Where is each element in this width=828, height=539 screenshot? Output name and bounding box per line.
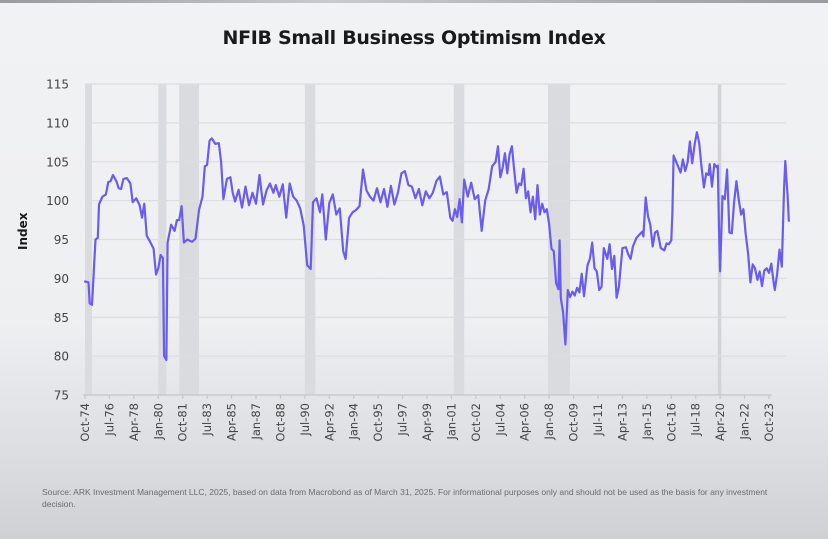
y-tick-label: 75 xyxy=(54,389,69,403)
window-top-edge xyxy=(0,0,828,3)
x-tick-label: Oct-95 xyxy=(371,403,385,442)
x-tick-label: Apr-13 xyxy=(615,403,629,441)
y-tick-label: 115 xyxy=(46,78,69,92)
x-tick-label: Jan-87 xyxy=(249,403,263,441)
x-tick-label: Apr-99 xyxy=(420,403,434,441)
x-tick-label: Apr-85 xyxy=(225,403,239,441)
x-tick-label: Jan-80 xyxy=(151,403,165,441)
x-tick-label: Oct-09 xyxy=(567,403,581,442)
x-tick-label: Jan-22 xyxy=(738,403,752,441)
x-tick-label: Oct-74 xyxy=(78,403,92,442)
y-tick-label: 85 xyxy=(54,311,69,325)
source-footnote: Source: ARK Investment Management LLC, 2… xyxy=(42,487,768,509)
y-tick-label: 90 xyxy=(54,272,69,286)
series-layer xyxy=(83,131,790,362)
x-tick-label: Oct-23 xyxy=(762,403,776,442)
y-tick-label: 110 xyxy=(46,116,69,130)
x-tick-label: Apr-06 xyxy=(518,403,532,441)
x-tick-label: Oct-88 xyxy=(273,403,287,442)
x-tick-label: Oct-16 xyxy=(664,403,678,442)
x-tick-label: Jul-83 xyxy=(200,403,214,437)
x-tick-label: Jan-15 xyxy=(640,403,654,441)
chart-canvas: 75 80 85 90 95 100 105 110 115 Oct-74 Jul-76 Apr-7… xyxy=(46,78,790,442)
series-line-nfib-index xyxy=(83,131,790,362)
x-tick-label: Oct-02 xyxy=(469,403,483,442)
x-tick-label: Jul-76 xyxy=(102,403,116,437)
x-tick-label: Jul-18 xyxy=(689,403,703,437)
x-tick-label: Apr-92 xyxy=(322,403,336,441)
x-tick-label: Jul-11 xyxy=(591,403,605,437)
x-tick-label: Jul-90 xyxy=(298,403,312,437)
y-tick-label: 95 xyxy=(54,233,69,247)
y-tick-label: 80 xyxy=(54,350,69,364)
chart-title: NFIB Small Business Optimism Index xyxy=(222,27,606,49)
y-tick-label: 105 xyxy=(46,155,69,169)
y-axis-ticks: 75 80 85 90 95 100 105 110 115 xyxy=(46,78,69,403)
x-tick-label: Jul-04 xyxy=(493,403,507,437)
y-tick-label: 100 xyxy=(46,194,69,208)
x-tick-label: Apr-20 xyxy=(713,403,727,441)
x-tick-label: Jan-08 xyxy=(542,403,556,441)
x-tick-label: Jan-01 xyxy=(444,403,458,441)
x-tick-label: Jan-94 xyxy=(347,403,361,441)
x-tick-label: Oct-81 xyxy=(176,403,190,442)
x-axis: Oct-74 Jul-76 Apr-78 Jan-80 Oct-81 Jul-83 Apr-… xyxy=(78,394,776,442)
x-tick-label: Jul-97 xyxy=(396,403,410,437)
x-tick-label: Apr-78 xyxy=(127,403,141,441)
